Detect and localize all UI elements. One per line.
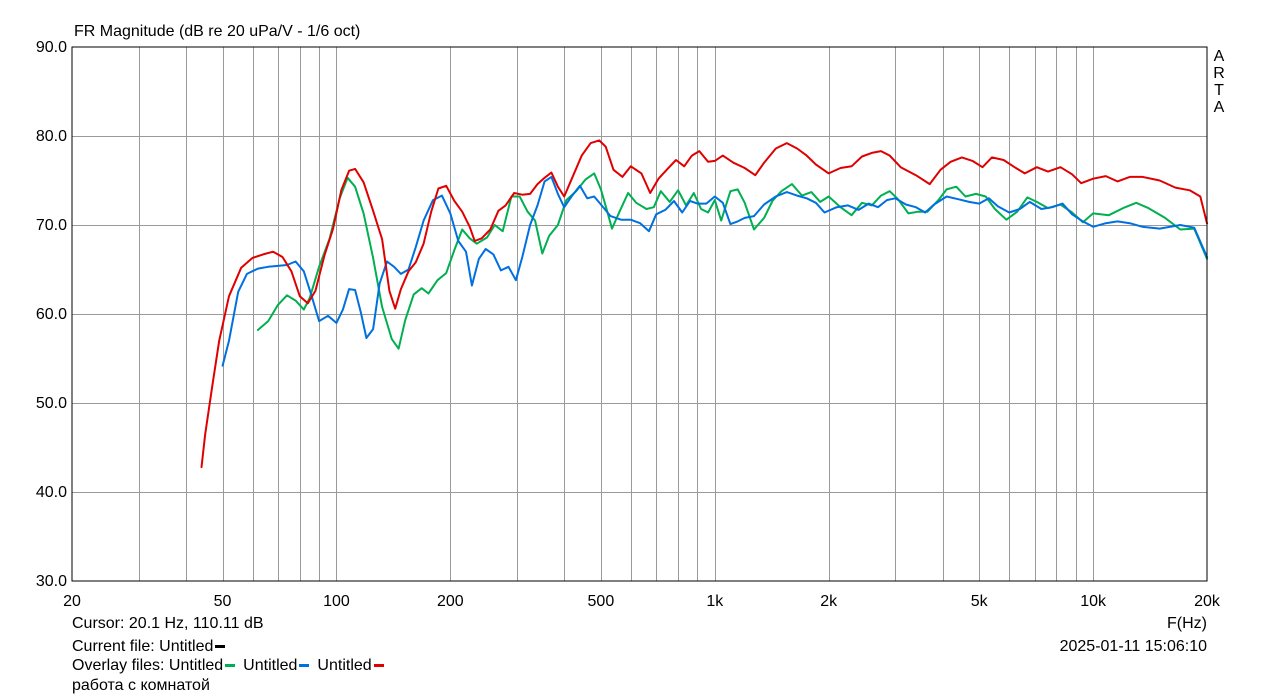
x-tick-label: 5k [971, 593, 989, 610]
x-tick-label: 20k [1194, 593, 1221, 610]
watermark-letter: R [1213, 65, 1225, 82]
y-tick-label: 70.0 [36, 217, 67, 234]
overlay-color-swatch [225, 664, 236, 668]
x-axis-tick-labels: 20 50 100 200 500 1k 2k 5k 10k 20k [63, 593, 1221, 610]
watermark-letter: A [1213, 48, 1225, 65]
y-tick-label: 40.0 [36, 484, 67, 501]
y-tick-label: 80.0 [36, 128, 67, 145]
overlay-color-swatch [299, 664, 310, 668]
y-tick-label: 30.0 [36, 573, 67, 590]
watermark-letter: A [1213, 99, 1225, 116]
series-lines [200, 139, 1208, 469]
x-tick-label: 200 [437, 593, 464, 610]
overlay-files-list: Untitled Untitled Untitled [169, 657, 392, 674]
current-file-info: Current file: Untitled [72, 638, 227, 656]
x-tick-label: 50 [214, 593, 232, 610]
cursor-readout: Cursor: 20.1 Hz, 110.11 dB [72, 615, 264, 632]
y-tick-label: 90.0 [36, 39, 67, 56]
overlay-files-label: Overlay files: [72, 657, 169, 674]
plot-frame [71, 46, 1208, 582]
x-tick-label: 500 [588, 593, 615, 610]
x-tick-label: 20 [63, 593, 81, 610]
overlay-files-info: Overlay files: Untitled Untitled Untitled [72, 657, 392, 675]
chart-title: FR Magnitude (dB re 20 uPa/V - 1/6 oct) [74, 23, 361, 40]
series-line-3 [200, 139, 1208, 469]
x-tick-label: 10k [1080, 593, 1107, 610]
measurement-note: работа с комнатой [72, 677, 210, 694]
y-tick-label: 50.0 [36, 395, 67, 412]
y-tick-label: 60.0 [36, 306, 67, 323]
overlay-color-swatch [373, 664, 384, 668]
overlay-file-name: Untitled [317, 657, 372, 674]
x-tick-label: 1k [706, 593, 724, 610]
overlay-file-name: Untitled [243, 657, 298, 674]
grid-lines [72, 47, 1207, 581]
series-line-1 [256, 172, 1208, 350]
watermark-letter: T [1214, 82, 1224, 99]
overlay-file-name: Untitled [168, 657, 224, 674]
timestamp: 2025-01-11 15:06:10 [1059, 638, 1207, 655]
y-axis-tick-labels: 30.0 40.0 50.0 60.0 70.0 80.0 90.0 [36, 39, 67, 590]
x-tick-label: 2k [820, 593, 838, 610]
current-file-label: Current file: Untitled [72, 638, 214, 655]
series-line-2 [221, 175, 1208, 367]
current-file-swatch [215, 645, 226, 649]
x-axis-label: F(Hz) [1167, 615, 1207, 632]
x-tick-label: 100 [323, 593, 350, 610]
